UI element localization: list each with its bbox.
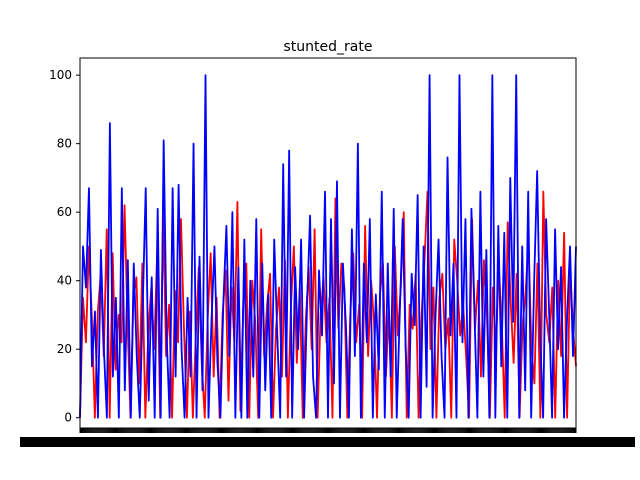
y-tick-label: 60 bbox=[57, 205, 72, 219]
series-line-2 bbox=[79, 74, 577, 419]
y-tick-label: 100 bbox=[49, 68, 72, 82]
y-tick-label: 0 bbox=[64, 411, 72, 425]
plot-frame bbox=[79, 57, 577, 429]
series-layer bbox=[79, 74, 577, 419]
y-tick-label: 20 bbox=[57, 342, 72, 356]
y-tick-label: 40 bbox=[57, 274, 72, 288]
x-tick-labels-overlapping bbox=[20, 437, 635, 447]
y-axis: 0 20 40 60 80 100 bbox=[49, 68, 80, 425]
chart-title: stunted_rate bbox=[284, 39, 373, 55]
y-tick-label: 80 bbox=[57, 137, 72, 151]
x-axis bbox=[20, 428, 635, 447]
